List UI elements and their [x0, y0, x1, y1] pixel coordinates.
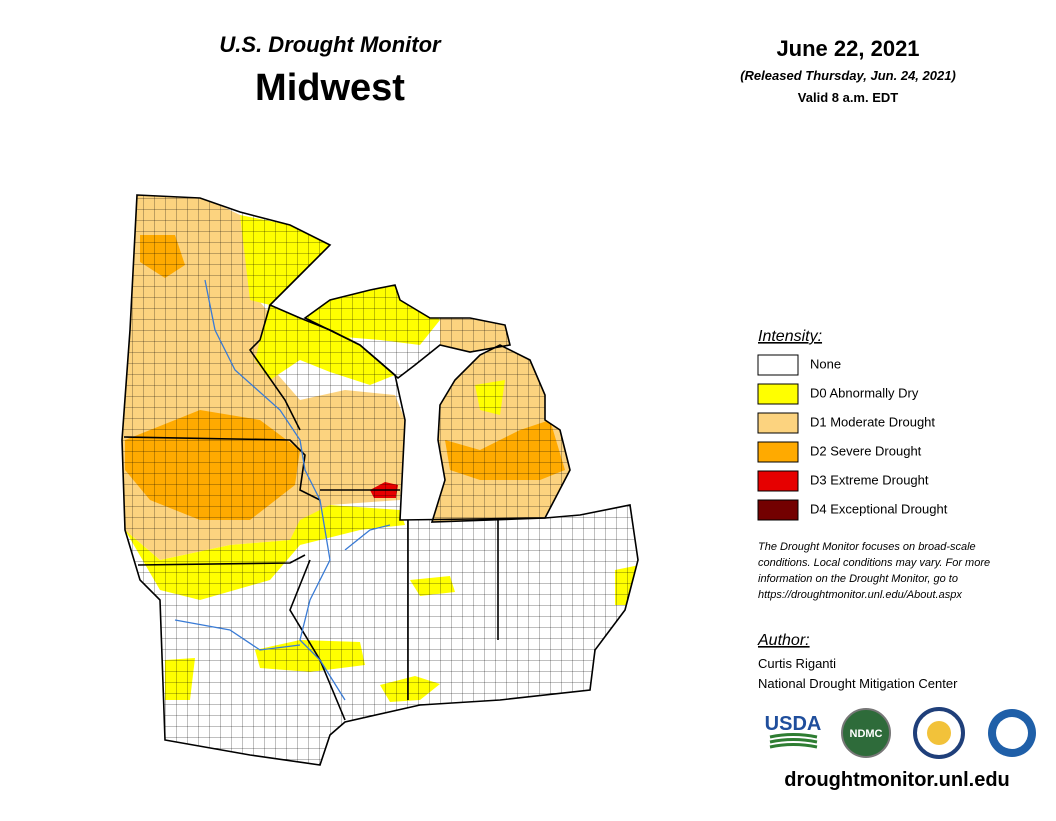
- legend-swatch: [757, 412, 799, 434]
- legend-swatch: [757, 499, 799, 521]
- legend-swatch: [757, 441, 799, 463]
- note: The Drought Monitor focuses on broad-sca…: [758, 541, 990, 601]
- author-name: Curtis Riganti: [758, 656, 836, 671]
- map-date: June 22, 2021: [776, 36, 919, 61]
- logos: USDA NDMC NOAA: [765, 707, 1036, 759]
- logo-noaa: NOAA: [1003, 720, 1020, 726]
- logo-commerce-center: [927, 721, 951, 745]
- valid-time: Valid 8 a.m. EDT: [798, 90, 898, 105]
- legend-label: D0 Abnormally Dry: [810, 385, 919, 400]
- map: [121, 194, 639, 766]
- legend: Intensity: None D0 Abnormally Dry D1 Moder…: [757, 328, 948, 521]
- note-line: The Drought Monitor focuses on broad-sca…: [758, 541, 976, 553]
- note-line: conditions. Local conditions may vary. F…: [758, 557, 990, 569]
- legend-label: D4 Exceptional Drought: [810, 501, 948, 516]
- legend-swatch: [757, 383, 799, 405]
- logo-usda: USDA: [765, 713, 822, 735]
- note-line: information on the Drought Monitor, go t…: [758, 573, 958, 585]
- map-series: U.S. Drought Monitor: [219, 32, 442, 57]
- author-title: Author:: [757, 632, 810, 649]
- legend-label: D2 Severe Drought: [810, 443, 922, 458]
- state-borders: [121, 194, 639, 766]
- legend-label: D1 Moderate Drought: [810, 414, 935, 429]
- map-region: Midwest: [255, 67, 405, 109]
- logo-stripes: [769, 733, 818, 749]
- rivers: [174, 279, 391, 701]
- legend-label: D3 Extreme Drought: [810, 472, 929, 487]
- logo-ndmc-ring: [841, 708, 891, 758]
- legend-swatch: [757, 470, 799, 492]
- note-line: https://droughtmonitor.unl.edu/About.asp…: [758, 589, 962, 601]
- logo-noaa-center: [996, 717, 1028, 749]
- logo-ndmc: NDMC: [850, 728, 883, 740]
- legend-label: None: [810, 356, 841, 371]
- legend-title: Intensity:: [758, 328, 822, 345]
- author-organization: National Drought Mitigation Center: [758, 676, 958, 691]
- release-date: (Released Thursday, Jun. 24, 2021): [740, 68, 956, 83]
- legend-swatch: [757, 354, 799, 376]
- county-lines: [122, 195, 638, 765]
- website: droughtmonitor.unl.edu: [784, 769, 1010, 791]
